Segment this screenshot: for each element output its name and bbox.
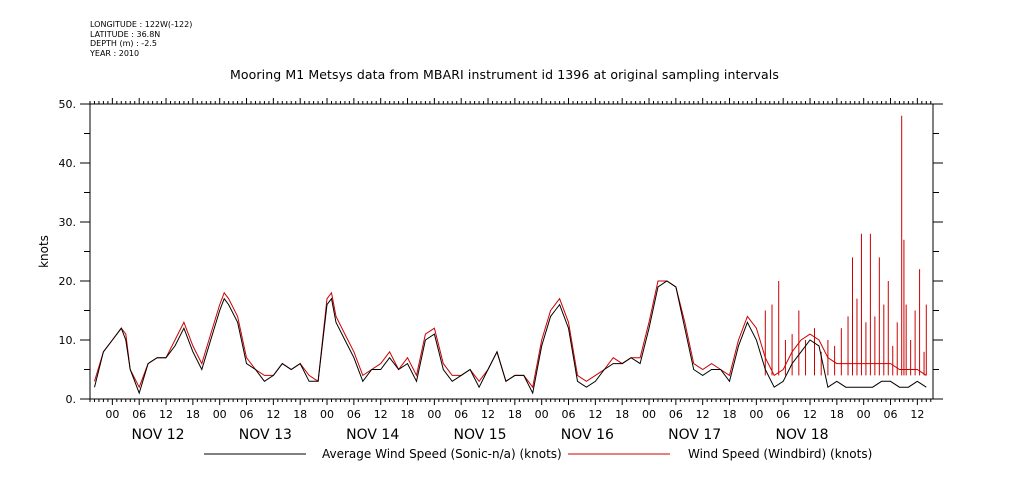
y-axis-label: knots [37, 235, 51, 268]
x-tick-label: 18 [615, 408, 629, 421]
x-day-label: NOV 17 [668, 427, 721, 443]
x-tick-label: 12 [159, 408, 173, 421]
x-tick-label: 18 [293, 408, 307, 421]
x-tick-label: 12 [374, 408, 388, 421]
x-tick-label: 00 [857, 408, 871, 421]
x-day-label: NOV 12 [131, 427, 184, 443]
metadata-block: LONGITUDE : 122W(-122) LATITUDE : 36.8N … [90, 20, 192, 58]
metadata-line-depth: DEPTH (m) : -2.5 [90, 39, 157, 48]
x-tick-label: 18 [830, 408, 844, 421]
y-tick-label: 30. [59, 216, 77, 229]
x-tick-label: 06 [240, 408, 254, 421]
x-day-label: NOV 13 [239, 427, 292, 443]
x-axis: 00 06 12 18 00 06 12 18 00 06 12 18 00 06 12 18 00 06 12 18… [89, 98, 932, 443]
y-tick-label: 10. [59, 334, 77, 347]
y-tick-label: 20. [59, 275, 77, 288]
x-tick-label: 12 [588, 408, 602, 421]
legend-label-sonic: Average Wind Speed (Sonic-n/a) (knots) [322, 447, 562, 461]
y-tick-label: 40. [59, 157, 77, 170]
x-tick-label: 00 [213, 408, 227, 421]
series-line-windbird [94, 280, 927, 389]
x-day-label: NOV 15 [453, 427, 506, 443]
x-tick-label: 00 [535, 408, 549, 421]
x-tick-label: 00 [427, 408, 441, 421]
x-tick-label: 18 [508, 408, 522, 421]
x-tick-label: 06 [347, 408, 361, 421]
x-day-label: NOV 16 [561, 427, 614, 443]
y-axis: 0. 10. 20. 30. 40. 50. knots [37, 98, 943, 406]
x-tick-label: 06 [562, 408, 576, 421]
x-tick-label: 06 [454, 408, 468, 421]
x-tick-label: 00 [105, 408, 119, 421]
x-tick-label: 00 [749, 408, 763, 421]
y-tick-label: 50. [59, 98, 77, 111]
x-tick-label: 18 [723, 408, 737, 421]
x-tick-label: 06 [132, 408, 146, 421]
y-tick-label: 0. [66, 393, 77, 406]
x-tick-label: 12 [803, 408, 817, 421]
series-line-sonic [94, 280, 927, 395]
x-tick-label: 06 [669, 408, 683, 421]
x-tick-label: 18 [186, 408, 200, 421]
x-tick-label: 06 [776, 408, 790, 421]
x-tick-label: 06 [884, 408, 898, 421]
metadata-line-longitude: LONGITUDE : 122W(-122) [90, 20, 193, 29]
series-group [94, 115, 927, 395]
metadata-line-latitude: LATITUDE : 36.8N [90, 29, 161, 39]
x-tick-label: 12 [266, 408, 280, 421]
x-tick-label: 00 [320, 408, 334, 421]
x-tick-label: 12 [696, 408, 710, 421]
x-tick-label: 12 [481, 408, 495, 421]
legend: Average Wind Speed (Sonic-n/a) (knots) Wi… [204, 447, 872, 461]
metadata-line-year: YEAR : 2010 [90, 48, 140, 58]
x-day-label: NOV 18 [775, 427, 828, 443]
x-day-label: NOV 14 [346, 427, 399, 443]
legend-label-windbird: Wind Speed (Windbird) (knots) [688, 447, 872, 461]
plot-frame [89, 103, 934, 400]
x-tick-label: 00 [642, 408, 656, 421]
x-tick-label: 12 [910, 408, 924, 421]
chart-title: Mooring M1 Metsys data from MBARI instru… [230, 67, 779, 82]
x-tick-label: 18 [401, 408, 415, 421]
